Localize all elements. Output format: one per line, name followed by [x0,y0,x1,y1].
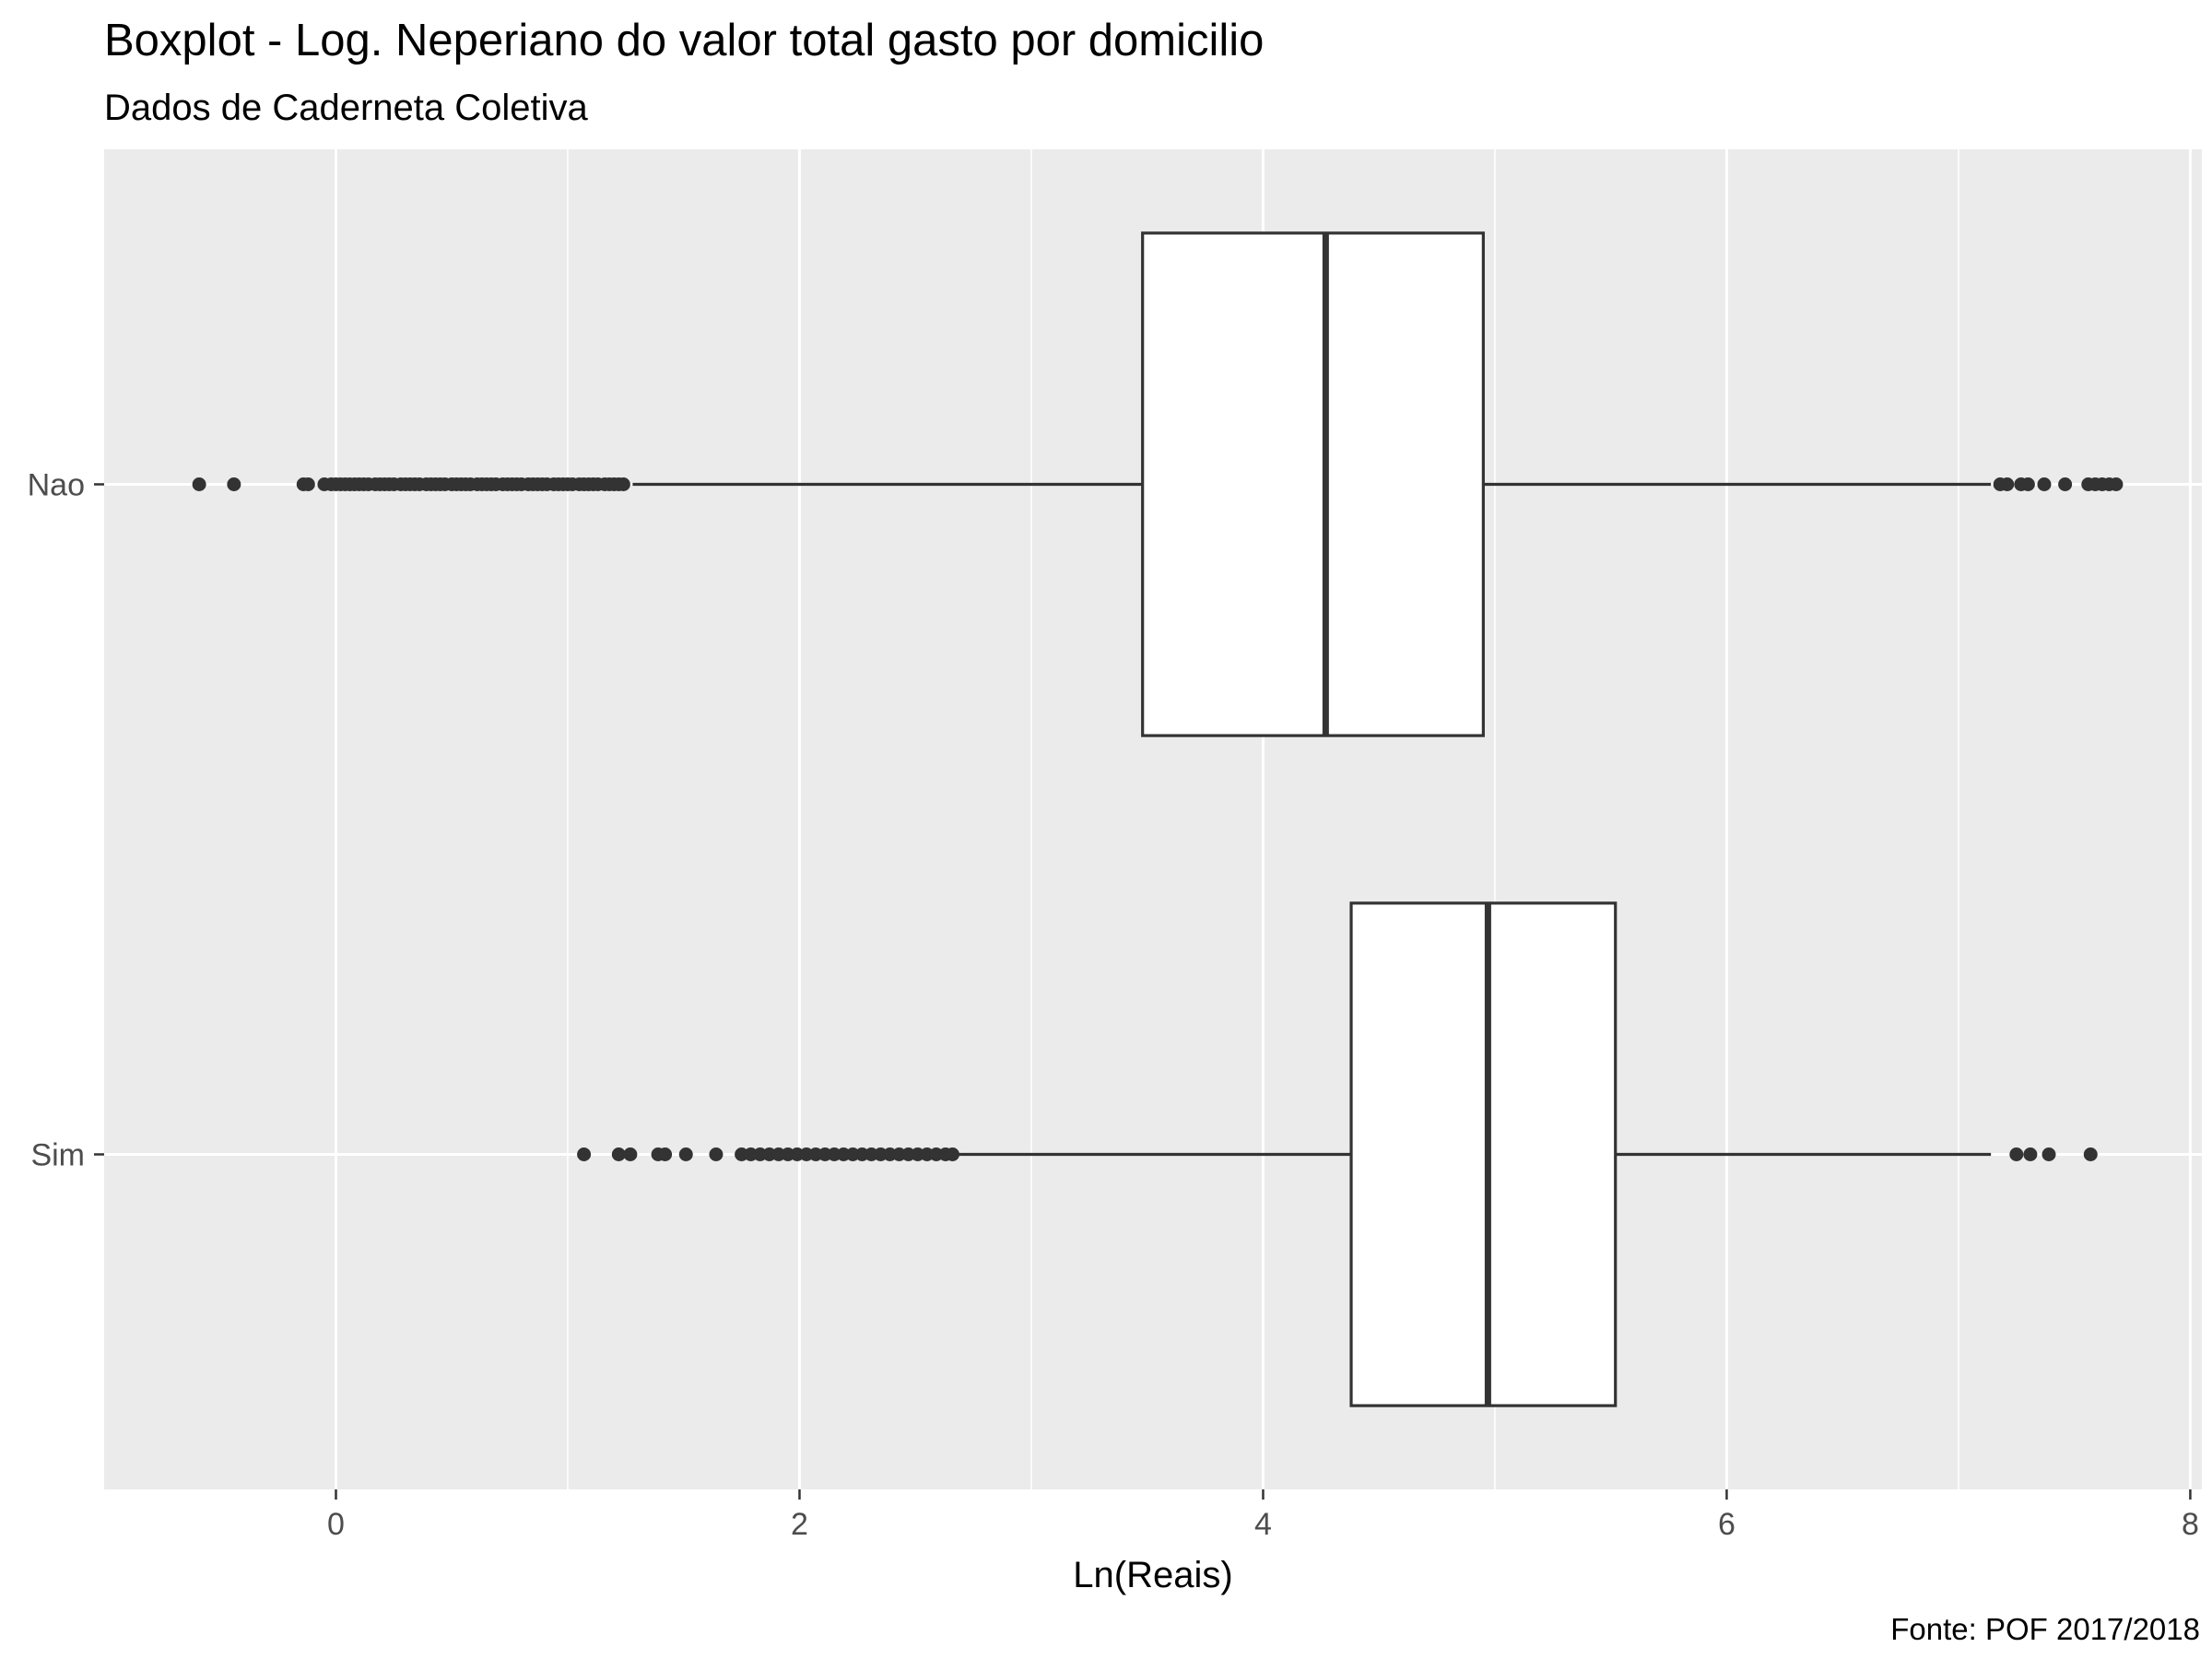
box-group-nao [192,231,2124,737]
outlier-point [2058,477,2073,491]
chart-subtitle: Dados de Caderneta Coletiva [104,88,589,128]
outlier-point [616,477,630,491]
y-tick-label: Sim [30,1138,85,1173]
x-axis-title: Ln(Reais) [1073,1555,1232,1595]
x-tick-label: 6 [1718,1507,1735,1542]
outlier-point [678,1147,693,1161]
boxplot-series [192,231,2124,1407]
outlier-point [2000,477,2015,491]
outlier-point [709,1147,724,1161]
outlier-point [2020,477,2035,491]
x-tick-label: 0 [327,1507,345,1542]
box-iqr [1141,231,1485,737]
outlier-point [945,1147,959,1161]
y-tick-label: Nao [28,468,85,503]
outlier-point [577,1147,592,1161]
box-group-sim [577,901,2098,1407]
x-tick-label: 4 [1254,1507,1272,1542]
x-axis: 0 2 4 6 8 [327,1489,2199,1542]
outlier-point [658,1147,673,1161]
outlier-point [611,1147,626,1161]
outlier-point [623,1147,638,1161]
outlier-point [300,477,315,491]
chart-caption: Fonte: POF 2017/2018 [1890,1612,2200,1646]
outlier-point [2037,477,2052,491]
outlier-point [192,477,206,491]
outlier-point [2041,1147,2056,1161]
chart-title: Boxplot - Log. Neperiano do valor total … [104,16,1264,65]
x-tick-label: 8 [2182,1507,2199,1542]
outlier-point [227,477,241,491]
outlier-point [2109,477,2124,491]
y-axis: Nao Sim [28,468,104,1173]
outlier-point [2023,1147,2038,1161]
box-iqr [1349,901,1618,1407]
x-tick-label: 2 [791,1507,808,1542]
outlier-point [2009,1147,2024,1161]
outlier-point [2083,1147,2098,1161]
